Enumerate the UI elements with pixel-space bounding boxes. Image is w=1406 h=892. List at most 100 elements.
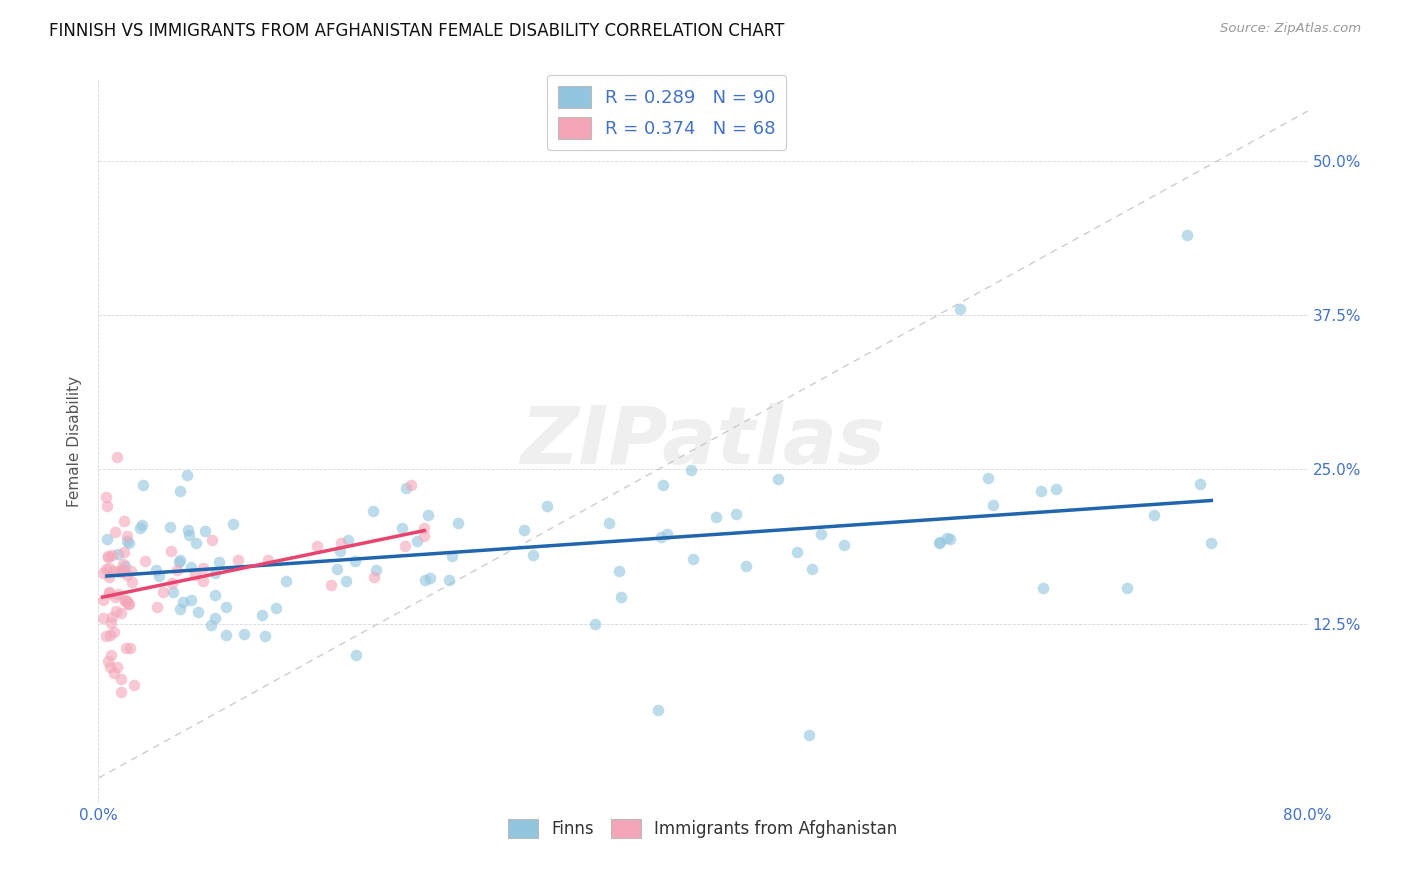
Point xyxy=(110,565,132,579)
Point xyxy=(98,585,121,599)
Point xyxy=(200,618,222,632)
Point xyxy=(98,570,121,584)
Point xyxy=(832,538,855,552)
Point xyxy=(91,611,114,625)
Point xyxy=(152,584,174,599)
Point xyxy=(105,450,128,464)
Point xyxy=(104,525,127,540)
Point xyxy=(159,520,181,534)
Point xyxy=(928,535,950,549)
Point xyxy=(228,553,250,567)
Point xyxy=(652,478,675,492)
Point xyxy=(110,684,132,698)
Point xyxy=(180,559,202,574)
Point xyxy=(134,554,156,568)
Point xyxy=(607,564,630,578)
Point xyxy=(1032,581,1054,595)
Point xyxy=(98,628,121,642)
Point xyxy=(735,558,758,573)
Point xyxy=(110,673,132,687)
Point xyxy=(725,507,748,521)
Point xyxy=(145,563,167,577)
Point xyxy=(361,504,384,518)
Point xyxy=(97,549,120,563)
Point xyxy=(160,576,183,591)
Point xyxy=(1201,536,1223,550)
Point xyxy=(326,562,349,576)
Point xyxy=(191,574,214,588)
Point xyxy=(101,610,124,624)
Point xyxy=(103,666,125,681)
Point xyxy=(598,516,620,530)
Point xyxy=(172,595,194,609)
Point xyxy=(439,573,461,587)
Point xyxy=(184,568,207,582)
Point xyxy=(114,594,136,608)
Point xyxy=(166,563,188,577)
Legend: Finns, Immigrants from Afghanistan: Finns, Immigrants from Afghanistan xyxy=(502,813,904,845)
Point xyxy=(447,516,470,531)
Point xyxy=(1115,581,1137,595)
Point xyxy=(647,703,669,717)
Point xyxy=(107,548,129,562)
Point xyxy=(1045,482,1067,496)
Point xyxy=(768,472,790,486)
Point xyxy=(336,533,359,548)
Point xyxy=(120,564,142,578)
Point xyxy=(110,606,132,620)
Point xyxy=(935,531,957,545)
Point xyxy=(513,523,536,537)
Point xyxy=(169,483,191,498)
Point xyxy=(114,592,136,607)
Point xyxy=(522,549,544,563)
Point xyxy=(413,529,436,543)
Point xyxy=(233,627,256,641)
Point xyxy=(413,573,436,587)
Point xyxy=(204,566,226,581)
Point xyxy=(96,500,118,514)
Point xyxy=(401,478,423,492)
Point xyxy=(97,550,120,565)
Point xyxy=(94,490,117,504)
Point xyxy=(363,570,385,584)
Point xyxy=(681,463,703,477)
Point xyxy=(1143,508,1166,522)
Point xyxy=(981,498,1004,512)
Point xyxy=(115,534,138,549)
Point xyxy=(91,566,114,581)
Point xyxy=(335,574,357,588)
Point xyxy=(254,629,277,643)
Point xyxy=(191,561,214,575)
Point xyxy=(406,533,429,548)
Point xyxy=(98,660,121,674)
Point xyxy=(1031,483,1053,498)
Point xyxy=(395,481,418,495)
Point xyxy=(128,521,150,535)
Y-axis label: Female Disability: Female Disability xyxy=(67,376,83,508)
Point xyxy=(650,531,672,545)
Point xyxy=(801,562,824,576)
Point xyxy=(416,508,439,523)
Point xyxy=(146,600,169,615)
Point xyxy=(194,524,217,539)
Point xyxy=(187,605,209,619)
Point xyxy=(114,641,136,656)
Point xyxy=(115,567,138,582)
Point xyxy=(103,625,125,640)
Point xyxy=(98,586,121,600)
Point xyxy=(148,569,170,583)
Point xyxy=(105,660,128,674)
Point xyxy=(117,598,139,612)
Point xyxy=(204,588,226,602)
Point xyxy=(184,536,207,550)
Point xyxy=(121,574,143,589)
Point xyxy=(252,608,274,623)
Point xyxy=(319,578,342,592)
Point xyxy=(118,641,141,656)
Point xyxy=(169,602,191,616)
Point xyxy=(344,648,367,662)
Point xyxy=(112,558,135,572)
Point xyxy=(104,590,127,604)
Point xyxy=(167,555,190,569)
Point xyxy=(413,521,436,535)
